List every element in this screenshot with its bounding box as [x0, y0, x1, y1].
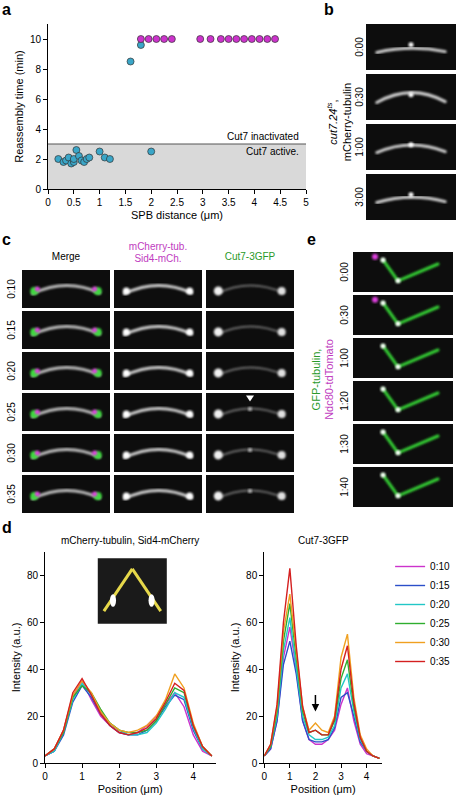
svg-text:1:00: 1:00 [354, 137, 365, 157]
svg-text:0:30: 0:30 [430, 637, 450, 648]
svg-text:4: 4 [364, 771, 370, 782]
svg-text:2.5: 2.5 [170, 197, 184, 208]
svg-text:40: 40 [27, 664, 39, 675]
svg-text:4: 4 [252, 197, 258, 208]
svg-text:0:10: 0:10 [430, 561, 450, 572]
svg-text:Cut7 inactivated: Cut7 inactivated [227, 131, 299, 142]
svg-text:Cut7-3GFP: Cut7-3GFP [298, 535, 349, 546]
svg-text:Position (μm): Position (μm) [291, 783, 356, 795]
svg-text:2: 2 [116, 771, 122, 782]
svg-text:0:00: 0:00 [354, 37, 365, 57]
svg-text:1:40: 1:40 [339, 477, 350, 497]
svg-text:0: 0 [35, 184, 41, 195]
svg-text:3: 3 [338, 771, 344, 782]
svg-text:2: 2 [313, 771, 319, 782]
svg-text:Position (μm): Position (μm) [98, 783, 163, 795]
svg-text:3.5: 3.5 [222, 197, 236, 208]
svg-text:0:25: 0:25 [6, 402, 17, 422]
svg-text:4: 4 [35, 124, 41, 135]
svg-text:0:35: 0:35 [6, 484, 17, 504]
svg-text:0: 0 [32, 758, 38, 769]
svg-text:0:00: 0:00 [339, 262, 350, 282]
svg-text:0:20: 0:20 [6, 361, 17, 381]
svg-text:0:25: 0:25 [430, 618, 450, 629]
svg-text:0: 0 [45, 197, 51, 208]
svg-text:20: 20 [27, 711, 39, 722]
svg-text:80: 80 [27, 570, 39, 581]
svg-text:Merge: Merge [52, 251, 81, 262]
svg-text:2: 2 [35, 154, 41, 165]
svg-text:3:00: 3:00 [354, 187, 365, 207]
html-text:e: e [307, 231, 316, 248]
html-text:b: b [324, 1, 334, 18]
svg-text:1:20: 1:20 [339, 391, 350, 411]
svg-text:1: 1 [79, 771, 85, 782]
svg-text:0:30: 0:30 [339, 305, 350, 325]
svg-text:3: 3 [200, 197, 206, 208]
svg-text:0:35: 0:35 [430, 656, 450, 667]
svg-text:1: 1 [287, 771, 293, 782]
svg-text:GFP-tubulin,: GFP-tubulin, [310, 349, 322, 411]
svg-text:0: 0 [42, 771, 48, 782]
svg-text:1.5: 1.5 [118, 197, 132, 208]
svg-text:Intensity (a.u.): Intensity (a.u.) [229, 623, 241, 693]
svg-text:10: 10 [30, 34, 42, 45]
svg-text:0: 0 [252, 758, 258, 769]
svg-text:Cut7 active.: Cut7 active. [246, 146, 299, 157]
svg-text:80: 80 [246, 570, 258, 581]
svg-text:60: 60 [246, 617, 258, 628]
svg-text:Intensity (a.u.): Intensity (a.u.) [10, 623, 22, 693]
svg-text:mCherry-tubulin, Sid4-mCherry: mCherry-tubulin, Sid4-mCherry [61, 535, 199, 546]
svg-text:4: 4 [190, 771, 196, 782]
svg-text:4.5: 4.5 [273, 197, 287, 208]
svg-text:2: 2 [148, 197, 154, 208]
svg-text:mCherry-tubulin: mCherry-tubulin [341, 83, 353, 161]
svg-text:0:30: 0:30 [354, 87, 365, 107]
svg-text:Cut7-3GFP: Cut7-3GFP [225, 251, 276, 262]
svg-text:0:20: 0:20 [430, 599, 450, 610]
svg-text:1:30: 1:30 [339, 434, 350, 454]
svg-text:0.5: 0.5 [67, 197, 81, 208]
svg-text:20: 20 [246, 711, 258, 722]
svg-text:1: 1 [97, 197, 103, 208]
svg-text:0: 0 [261, 771, 267, 782]
html-text:a: a [2, 1, 11, 18]
svg-text:Reassembly time (min): Reassembly time (min) [13, 50, 25, 162]
svg-text:6: 6 [35, 94, 41, 105]
svg-text:0:15: 0:15 [430, 580, 450, 591]
svg-text:40: 40 [246, 664, 258, 675]
svg-text:0:10: 0:10 [6, 279, 17, 299]
svg-text:0:15: 0:15 [6, 320, 17, 340]
svg-text:Ndc80-tdTomato: Ndc80-tdTomato [323, 339, 335, 420]
svg-text:1:00: 1:00 [339, 348, 350, 368]
svg-text:mCherry-tub.: mCherry-tub. [129, 241, 187, 252]
svg-text:3: 3 [153, 771, 159, 782]
svg-text:0:30: 0:30 [6, 443, 17, 463]
html-text:c: c [2, 231, 11, 248]
svg-text:8: 8 [35, 64, 41, 75]
svg-text:5: 5 [303, 197, 309, 208]
html-text:d: d [2, 519, 12, 536]
svg-text:60: 60 [27, 617, 39, 628]
svg-text:Sid4-mCh.: Sid4-mCh. [134, 253, 181, 264]
svg-text:cut7.24ts,: cut7.24ts, [325, 99, 339, 144]
svg-text:SPB distance (μm): SPB distance (μm) [131, 209, 223, 221]
